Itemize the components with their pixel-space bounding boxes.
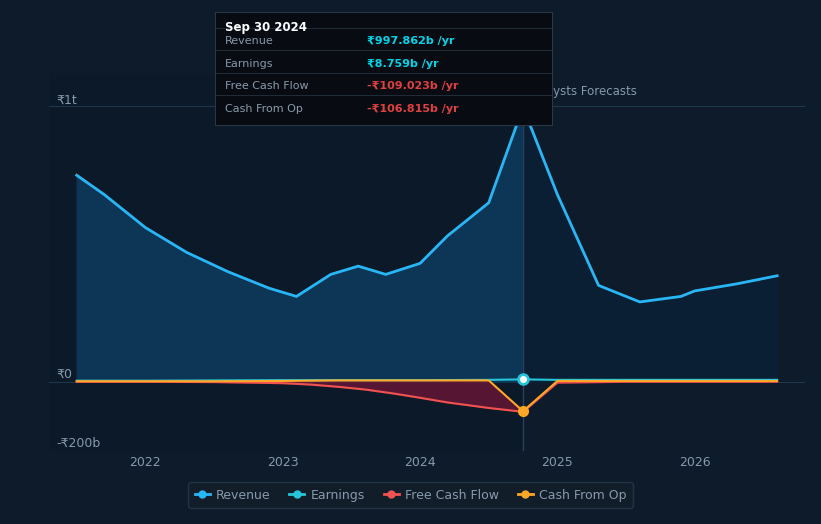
- Text: ₹8.759b /yr: ₹8.759b /yr: [366, 59, 438, 69]
- Text: Free Cash Flow: Free Cash Flow: [225, 81, 309, 91]
- Text: Cash From Op: Cash From Op: [225, 104, 303, 114]
- Legend: Revenue, Earnings, Free Cash Flow, Cash From Op: Revenue, Earnings, Free Cash Flow, Cash …: [189, 483, 632, 508]
- Text: ₹0: ₹0: [56, 368, 72, 381]
- Text: -₹200b: -₹200b: [56, 437, 100, 450]
- Text: Revenue: Revenue: [225, 36, 274, 46]
- Text: -₹109.023b /yr: -₹109.023b /yr: [366, 81, 458, 91]
- Text: Analysts Forecasts: Analysts Forecasts: [527, 85, 637, 98]
- Text: Past: Past: [494, 85, 519, 98]
- Text: Earnings: Earnings: [225, 59, 273, 69]
- Text: -₹106.815b /yr: -₹106.815b /yr: [366, 104, 458, 114]
- Text: ₹1t: ₹1t: [56, 93, 77, 106]
- Text: ₹997.862b /yr: ₹997.862b /yr: [366, 36, 454, 46]
- Text: Sep 30 2024: Sep 30 2024: [225, 21, 307, 34]
- Bar: [49, 73, 523, 451]
